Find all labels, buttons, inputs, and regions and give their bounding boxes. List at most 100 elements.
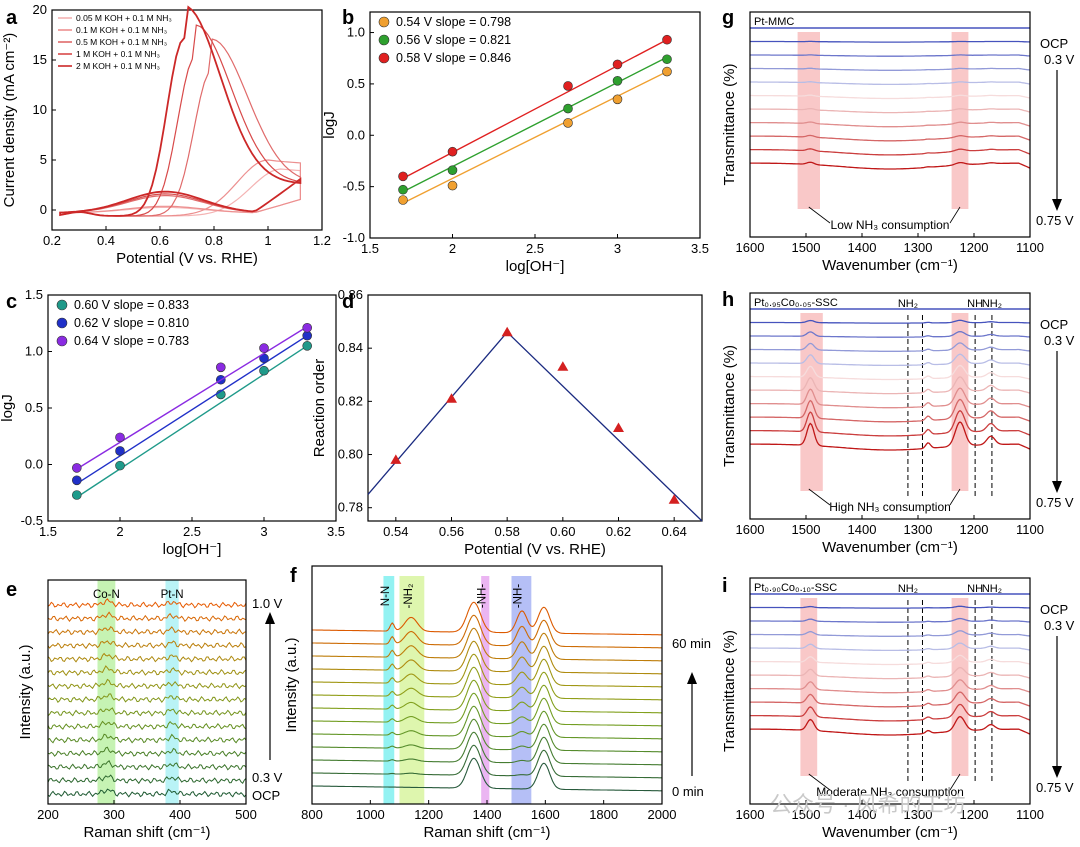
raman-trace (312, 666, 662, 701)
arrow-head (265, 612, 275, 624)
x-tick-label: 1600 (736, 807, 765, 822)
ftir-trace (750, 642, 1031, 652)
raman-trace (312, 679, 662, 714)
ftir-trace (750, 679, 1031, 694)
potential-label-mid: 0.3 V (252, 770, 283, 785)
label-ocp: OCP (1040, 36, 1068, 51)
x-tick-label: 1000 (356, 807, 385, 822)
legend-label: 2 M KOH + 0.1 M NH₃ (76, 61, 160, 71)
x-tick-label: 1800 (589, 807, 618, 822)
x-tick-label: 0.6 (151, 233, 169, 248)
label-high-potential: 0.75 V (1036, 213, 1074, 228)
x-tick-label: 1400 (848, 240, 877, 255)
raman-trace (47, 693, 247, 704)
ftir-trace (750, 54, 1031, 57)
panel-letter: d (342, 291, 354, 313)
cv-curve-5 (59, 5, 302, 217)
time-label-bottom: 0 min (672, 784, 704, 799)
x-tick-label: 1500 (792, 240, 821, 255)
y-tick-label: -0.5 (21, 513, 43, 528)
x-tick-label: 0.4 (97, 233, 115, 248)
y-axis-label: Current density (mA cm⁻²) (1, 33, 18, 208)
raman-trace (312, 653, 662, 688)
legend-label: 0.60 V slope = 0.833 (74, 298, 189, 312)
ftir-trace (749, 376, 1031, 395)
y-tick-label: 0.80 (338, 447, 363, 462)
raman-trace (312, 601, 662, 636)
x-tick-label: 200 (37, 807, 59, 822)
ftir-trace (750, 617, 1031, 623)
data-point (612, 76, 623, 86)
ftir-trace (750, 134, 1031, 142)
x-axis-label: log[OH⁻] (506, 258, 565, 275)
x-tick-label: 1500 (792, 522, 821, 537)
y-tick-label: 0.5 (347, 76, 365, 91)
legend-marker (378, 52, 390, 64)
data-point (115, 446, 125, 456)
potential-label-ocp: OCP (252, 788, 280, 803)
note-pointer (808, 488, 831, 506)
band-highlight (951, 313, 969, 491)
label-high-potential: 0.75 V (1036, 780, 1074, 795)
data-point (302, 341, 313, 351)
ftir-trace (750, 364, 1031, 381)
band-label: Co-N (93, 589, 120, 601)
ftir-trace (750, 342, 1031, 352)
x-tick-label: 1.2 (313, 233, 331, 248)
ftir-trace (750, 67, 1031, 71)
arrow-head (1052, 766, 1062, 778)
y-axis-label: Transmittance (%) (721, 345, 738, 467)
ftir-trace (750, 630, 1031, 637)
legend-marker (378, 34, 390, 46)
panel-letter: i (722, 575, 728, 597)
raman-trace (312, 692, 662, 727)
arrow-head (687, 672, 697, 684)
x-tick-label: 0.56 (439, 524, 464, 539)
data-point (447, 165, 458, 175)
ftir-trace (750, 161, 1031, 170)
label-low-potential: 0.3 V (1044, 333, 1075, 348)
plot-frame (367, 294, 703, 522)
fit-line (506, 331, 703, 522)
x-tick-label: 1100 (1016, 240, 1044, 255)
x-tick-label: 0.2 (43, 233, 61, 248)
panel-letter: c (6, 291, 17, 313)
y-tick-label: 0.0 (347, 127, 365, 142)
raman-trace (312, 640, 662, 675)
data-point (216, 362, 226, 373)
x-tick-label: 3.5 (327, 524, 345, 539)
note-pointer (949, 488, 961, 506)
raman-trace (312, 744, 662, 779)
panel-letter: g (722, 7, 734, 29)
band-label: -NH- (476, 584, 488, 608)
data-point (115, 432, 125, 443)
consumption-note: Low NH₃ consumption (831, 218, 950, 232)
legend-label: 0.1 M KOH + 0.1 M NH₃ (76, 25, 167, 35)
band-label: -NH₂ (403, 584, 415, 609)
y-tick-label: 1.5 (25, 287, 43, 302)
ftir-trace (749, 666, 1031, 680)
plot-frame (47, 579, 247, 805)
fit-line (76, 335, 308, 485)
panel-letter: h (722, 289, 734, 311)
data-point (72, 475, 82, 486)
watermark-text: 公众号 · 风希的工坊 (770, 792, 966, 817)
x-tick-label: 1300 (904, 240, 933, 255)
band-highlight (383, 576, 395, 804)
peak-label: NH (967, 583, 983, 595)
legend-label: 0.5 M KOH + 0.1 M NH₃ (76, 37, 167, 47)
y-tick-label: 5 (40, 152, 47, 167)
note-pointer (949, 206, 961, 224)
y-tick-label: 0 (40, 202, 47, 217)
x-tick-label: 1 (264, 233, 271, 248)
x-tick-label: 1200 (414, 807, 443, 822)
ftir-trace (750, 387, 1031, 409)
y-axis-label: Transmittance (%) (721, 630, 738, 752)
x-tick-label: 2.5 (526, 241, 544, 256)
plot-frame (749, 11, 1031, 238)
raman-trace (312, 627, 662, 662)
data-point (398, 184, 408, 195)
fit-line (402, 70, 668, 204)
x-axis-label: Raman shift (cm⁻¹) (423, 824, 550, 841)
